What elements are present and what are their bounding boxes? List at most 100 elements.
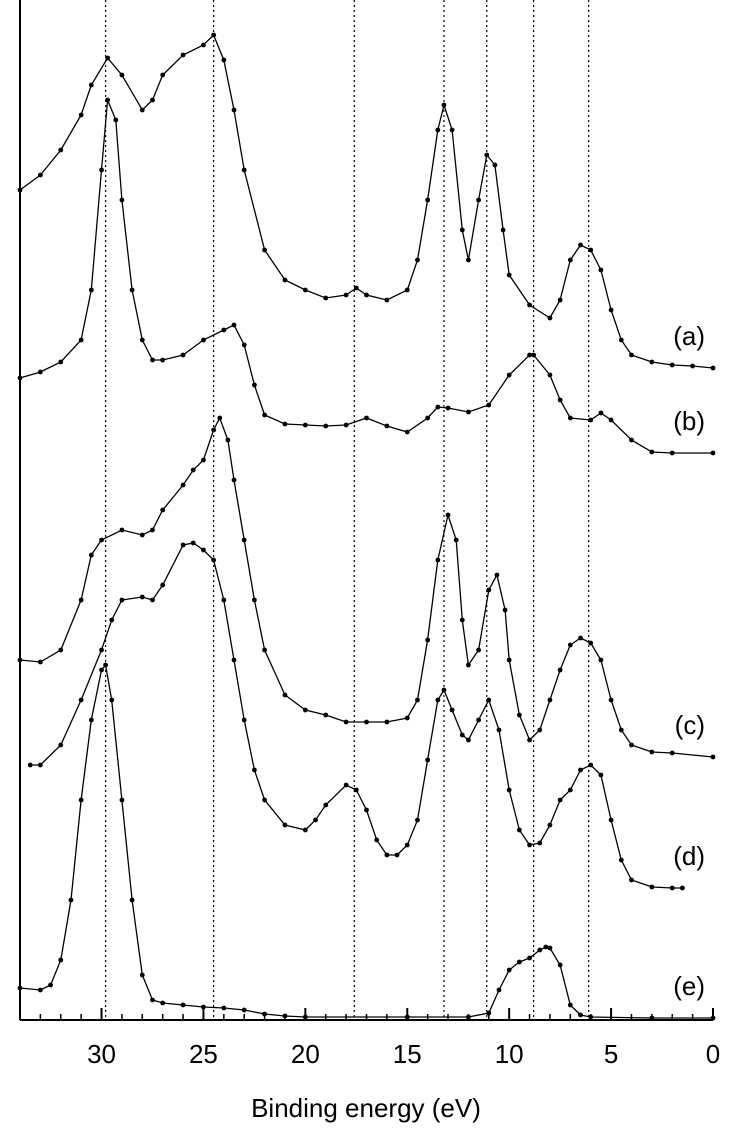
data-point [119, 72, 125, 78]
data-point [567, 787, 573, 793]
data-point [78, 112, 84, 118]
data-point [129, 287, 135, 293]
data-point [445, 405, 451, 411]
data-point [180, 542, 186, 548]
data-point [404, 842, 410, 848]
data-point [384, 297, 390, 303]
data-point [690, 363, 696, 369]
data-point [588, 640, 594, 646]
data-point [17, 187, 23, 193]
data-point [669, 750, 675, 756]
data-point [302, 422, 308, 428]
data-point [119, 597, 125, 603]
data-point [567, 642, 573, 648]
data-point [415, 817, 420, 823]
data-point [486, 402, 492, 408]
data-point [476, 717, 482, 723]
data-point [466, 737, 471, 743]
series-label: (c) [675, 710, 705, 740]
data-point [502, 607, 508, 613]
data-point [445, 512, 451, 518]
data-point [58, 647, 64, 653]
data-point [476, 197, 482, 203]
data-point [459, 227, 465, 233]
data-point [710, 1015, 716, 1021]
data-point [221, 1005, 227, 1011]
data-point [262, 797, 267, 803]
data-point [37, 172, 43, 178]
data-point [492, 162, 498, 168]
data-point [353, 787, 359, 793]
data-point [160, 582, 166, 588]
data-point [527, 737, 532, 743]
data-point [537, 727, 543, 733]
data-point [435, 404, 441, 410]
data-point [425, 637, 431, 643]
data-point [262, 412, 267, 418]
data-point [466, 257, 471, 263]
data-point [180, 1002, 186, 1008]
data-point [221, 57, 227, 63]
data-point [394, 852, 400, 858]
data-point [150, 597, 155, 603]
data-point [262, 647, 267, 653]
data-point [364, 292, 369, 298]
data-point [364, 719, 369, 725]
data-point [160, 72, 166, 78]
data-point [139, 337, 145, 343]
data-point [353, 285, 359, 291]
series-label: (b) [673, 406, 705, 436]
data-point [282, 822, 288, 828]
data-point [302, 707, 308, 713]
data-point [231, 477, 237, 483]
data-point [425, 757, 431, 763]
data-point [313, 817, 318, 823]
data-point [608, 307, 614, 313]
data-point [225, 437, 231, 443]
data-point [211, 32, 217, 38]
data-point [364, 415, 369, 421]
data-point [201, 1004, 206, 1010]
data-point [629, 352, 634, 358]
spectrum-line [19, 33, 714, 369]
data-point [598, 772, 604, 778]
data-point [88, 717, 94, 723]
data-point [201, 42, 206, 48]
data-point [578, 767, 583, 773]
data-point [302, 1014, 308, 1020]
data-point [649, 749, 655, 755]
data-point [323, 712, 329, 718]
data-point [201, 337, 206, 343]
data-point [567, 257, 573, 263]
data-point [710, 450, 716, 456]
data-point [282, 1013, 288, 1019]
data-point [241, 342, 247, 348]
data-point [384, 423, 390, 429]
data-point [516, 959, 522, 965]
data-point [17, 985, 23, 991]
data-point [500, 227, 506, 233]
data-point [669, 362, 675, 368]
data-point [119, 197, 125, 203]
data-point [649, 1015, 655, 1021]
data-point [425, 197, 431, 203]
data-point [88, 82, 94, 88]
data-point [211, 557, 217, 563]
data-point [588, 417, 594, 423]
data-point [608, 417, 614, 423]
data-point [404, 715, 410, 721]
data-point [404, 429, 410, 435]
data-point [578, 242, 583, 248]
data-point [435, 697, 441, 703]
data-point [139, 594, 145, 600]
data-point [543, 944, 549, 950]
data-point [506, 657, 512, 663]
data-point [618, 337, 624, 343]
data-point [557, 397, 563, 403]
data-point [384, 852, 390, 858]
data-point [598, 657, 604, 663]
data-point [58, 359, 64, 365]
data-point [27, 762, 33, 768]
data-point [105, 55, 111, 61]
x-axis-title: Binding energy (eV) [251, 1093, 481, 1123]
